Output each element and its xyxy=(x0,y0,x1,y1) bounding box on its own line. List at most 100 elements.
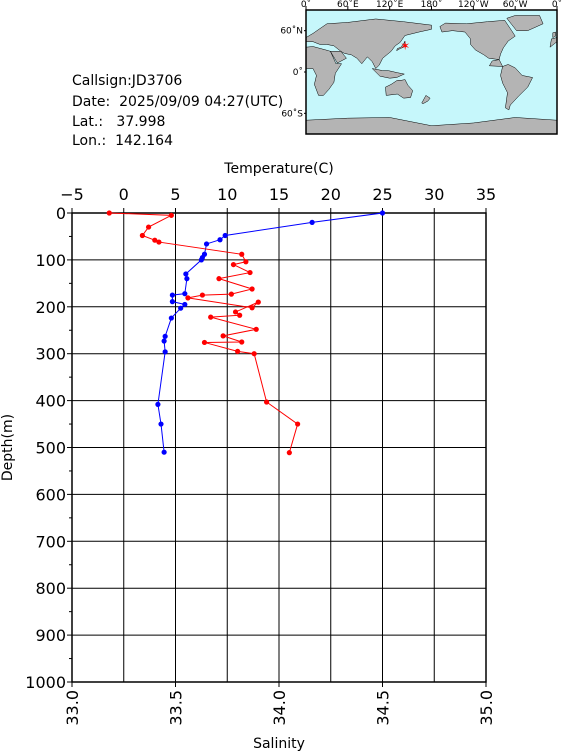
map-lon-label: 60˚E xyxy=(337,0,359,10)
salinity-data-point xyxy=(230,261,237,268)
temperature-data-point xyxy=(184,276,190,282)
salinity-profile-line xyxy=(109,212,299,453)
salinity-data-point xyxy=(208,314,214,320)
temperature-data-point xyxy=(155,401,161,407)
temperature-data-point xyxy=(178,305,184,311)
salinity-data-point xyxy=(220,333,226,339)
salinity-data-point xyxy=(251,351,257,357)
salinity-data-point xyxy=(247,269,253,276)
depth-tick-label: 400 xyxy=(35,392,66,411)
latitude-label: Lat.: xyxy=(72,114,104,130)
salinity-data-point xyxy=(249,305,255,311)
longitude-label: Lon.: xyxy=(72,133,107,149)
temperature-data-point xyxy=(203,241,210,247)
temperature-tick-label: −5 xyxy=(60,185,84,204)
salinity-data-point xyxy=(235,348,241,354)
salinity-data-point xyxy=(168,212,174,218)
salinity-tick-label: 34.0 xyxy=(270,690,289,726)
salinity-data-point xyxy=(216,276,222,282)
map-lat-label: 60˚N xyxy=(280,26,303,37)
salinity-data-point xyxy=(228,291,234,297)
temperature-tick-label: 15 xyxy=(269,185,289,204)
map-lon-label: 120˚E xyxy=(376,0,404,10)
callsign-text: Callsign:JD3706 xyxy=(72,73,183,89)
map-lon-label: 0˚ xyxy=(301,0,311,10)
salinity-tick-label: 33.0 xyxy=(63,690,82,726)
salinity-data-point xyxy=(239,251,245,257)
salinity-data-point xyxy=(286,450,292,456)
salinity-tick-label: 35.0 xyxy=(477,690,496,726)
salinity-tick-label: 34.5 xyxy=(374,690,393,726)
salinity-data-point xyxy=(106,210,112,216)
temperature-data-point xyxy=(161,338,167,344)
depth-tick-label: 200 xyxy=(35,298,66,317)
depth-tick-label: 900 xyxy=(35,626,66,645)
latitude-line: Lat.: 37.998 xyxy=(72,114,165,131)
map-lat-label: 60˚S xyxy=(281,108,303,119)
map-lat-label: 0˚ xyxy=(293,67,303,78)
indonesia-land xyxy=(371,68,406,79)
depth-tick-label: 800 xyxy=(35,579,66,598)
map-lon-label: 120˚W xyxy=(458,0,489,10)
salinity-data-point xyxy=(255,299,261,305)
depth-tick-label: 300 xyxy=(35,345,66,364)
salinity-data-point xyxy=(152,237,158,243)
temperature-tick-label: 5 xyxy=(170,185,180,204)
greenland-land xyxy=(506,15,544,31)
temperature-tick-label: 20 xyxy=(321,185,341,204)
temperature-tick-label: 10 xyxy=(217,185,237,204)
world-map: 0˚ 60˚E 120˚E 180˚ 120˚W 60˚W 0˚ 60˚N 0˚ 60˚S ✶ xyxy=(280,0,562,135)
temperature-data-point xyxy=(309,219,315,225)
temperature-data-point xyxy=(168,315,174,321)
temperature-tick-label: 35 xyxy=(476,185,496,204)
temperature-data-point xyxy=(162,333,168,339)
latitude-value: 37.998 xyxy=(116,114,166,130)
longitude-value: 142.164 xyxy=(115,133,173,149)
salinity-data-point xyxy=(139,232,145,239)
south-america-land xyxy=(500,64,533,111)
temperature-tick-label: 0 xyxy=(119,185,129,204)
arabia-land xyxy=(329,51,347,64)
station-marker-icon: ✶ xyxy=(400,39,410,53)
salinity-data-point xyxy=(199,292,206,298)
depth-tick-label: 100 xyxy=(35,251,66,270)
temperature-axis-title: Temperature(C) xyxy=(223,161,333,177)
date-line: Date: 2025/09/09 04:27(UTC) xyxy=(72,94,283,111)
longitude-line: Lon.: 142.164 xyxy=(72,133,173,150)
temperature-data-point xyxy=(182,301,188,308)
salinity-data-point xyxy=(201,339,208,346)
salinity-data-point xyxy=(185,295,191,301)
salinity-axis-title: Salinity xyxy=(253,736,305,751)
north-america-land xyxy=(439,20,516,67)
depth-tick-label: 500 xyxy=(35,439,66,458)
salinity-data-point xyxy=(237,312,243,318)
temperature-data-point xyxy=(169,292,175,298)
salinity-data-point xyxy=(145,224,152,230)
temperature-profile-line xyxy=(157,212,383,453)
salinity-tick-label: 33.5 xyxy=(167,690,186,726)
salinity-data-point xyxy=(249,286,255,292)
temperature-data-point xyxy=(162,349,168,355)
temperature-data-point xyxy=(169,299,175,305)
temperature-data-point xyxy=(161,449,167,455)
temperature-data-point xyxy=(183,271,189,277)
salinity-data-point xyxy=(239,339,245,345)
depth-axis-title: Depth(m) xyxy=(0,414,16,481)
salinity-data-point xyxy=(232,309,239,315)
map-lon-label: 180˚ xyxy=(421,0,443,10)
salinity-data-point xyxy=(156,239,162,245)
salinity-data-point xyxy=(243,259,249,265)
salinity-data-point xyxy=(253,326,259,332)
japan-land xyxy=(396,40,406,52)
date-label: Date: xyxy=(72,94,111,110)
map-lon-label: 60˚W xyxy=(503,0,528,10)
temperature-tick-label: 30 xyxy=(424,185,444,204)
new-zealand-land xyxy=(421,95,431,104)
depth-tick-label: 700 xyxy=(35,532,66,551)
salinity-data-point xyxy=(295,421,301,427)
temperature-tick-label: 25 xyxy=(372,185,392,204)
eurasia-land xyxy=(305,18,432,69)
temperature-data-point xyxy=(222,232,228,239)
depth-tick-label: 1000 xyxy=(25,673,66,692)
